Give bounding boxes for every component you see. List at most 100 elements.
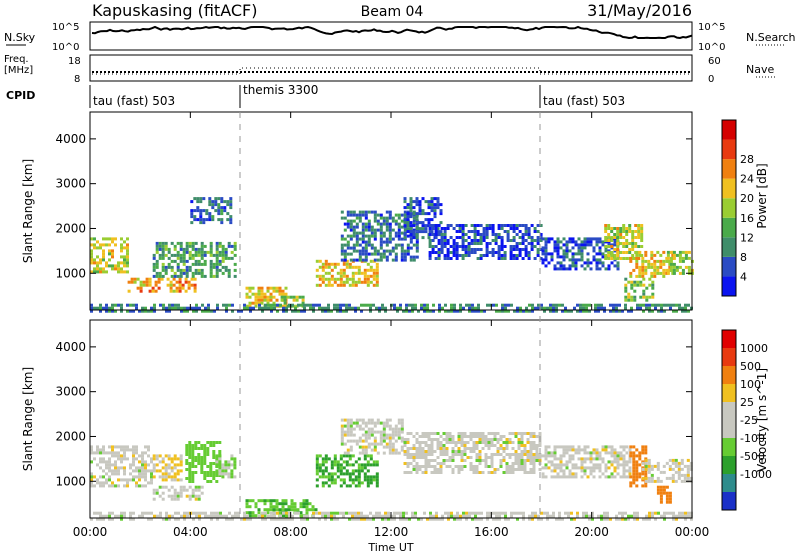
data-cell: [148, 277, 152, 281]
data-cell: [418, 435, 422, 438]
data-cell: [619, 230, 623, 233]
data-cell: [188, 444, 192, 447]
data-cell: [483, 309, 486, 313]
data-cell: [451, 450, 455, 453]
data-cell: [506, 239, 510, 242]
data-cell: [589, 472, 593, 476]
data-cell: [349, 427, 353, 431]
data-cell: [463, 432, 467, 435]
data-cell: [616, 245, 620, 248]
data-cell: [585, 309, 588, 313]
data-cell: [448, 441, 452, 444]
data-cell: [361, 240, 365, 244]
data-cell: [432, 303, 435, 307]
data-cell: [461, 230, 465, 233]
data-cell: [233, 268, 237, 272]
data-cell: [535, 435, 539, 438]
data-cell: [665, 259, 669, 263]
data-cell: [421, 230, 425, 234]
data-cell: [336, 306, 339, 310]
data-cell: [428, 233, 432, 236]
data-cell: [484, 438, 488, 441]
data-cell: [460, 468, 464, 471]
data-cell: [345, 463, 349, 467]
velocity-colorbar-tick: -25: [740, 414, 758, 427]
data-cell: [498, 309, 501, 313]
data-cell: [379, 213, 383, 217]
power-colorbar-label: Power [dB]: [755, 163, 769, 228]
data-cell: [492, 303, 495, 307]
data-cell: [388, 231, 392, 235]
data-cell: [165, 306, 168, 310]
data-cell: [622, 472, 626, 476]
data-cell: [687, 511, 690, 515]
data-cell: [367, 243, 371, 247]
data-cell: [459, 303, 462, 307]
data-cell: [90, 484, 93, 488]
data-cell: [215, 472, 219, 476]
data-cell: [629, 481, 633, 485]
data-cell: [153, 303, 156, 307]
data-cell: [150, 306, 153, 310]
data-cell: [150, 511, 153, 515]
data-cell: [133, 280, 137, 284]
data-cell: [152, 262, 156, 266]
data-cell: [439, 453, 443, 456]
data-cell: [464, 233, 468, 236]
data-cell: [433, 459, 437, 462]
data-cell: [500, 224, 504, 227]
data-cell: [105, 481, 108, 485]
data-cell: [168, 309, 171, 313]
data-cell: [354, 478, 358, 482]
data-cell: [536, 224, 540, 227]
data-cell: [509, 239, 513, 242]
data-cell: [150, 472, 153, 476]
data-cell: [415, 233, 419, 237]
data-cell: [622, 236, 626, 239]
data-cell: [99, 517, 102, 521]
data-cell: [151, 289, 155, 293]
data-cell: [598, 475, 602, 479]
data-cell: [414, 511, 417, 515]
data-cell: [586, 457, 590, 461]
data-cell: [629, 271, 633, 275]
data-cell: [418, 447, 422, 450]
data-cell: [461, 254, 465, 257]
data-cell: [315, 457, 319, 461]
data-cell: [629, 256, 633, 260]
data-cell: [177, 517, 180, 521]
data-cell: [496, 447, 500, 450]
data-cell: [607, 239, 611, 242]
data-cell: [197, 494, 201, 498]
data-cell: [209, 474, 213, 477]
data-cell: [527, 251, 531, 254]
data-cell: [612, 309, 615, 313]
data-cell: [465, 514, 468, 518]
colorbar-swatch: [722, 276, 736, 296]
data-cell: [544, 451, 548, 455]
data-cell: [622, 463, 626, 467]
data-cell: [461, 224, 465, 227]
data-cell: [357, 271, 361, 275]
data-cell: [559, 246, 563, 250]
data-cell: [684, 517, 687, 521]
data-cell: [279, 514, 282, 518]
data-cell: [185, 241, 189, 245]
data-cell: [680, 461, 684, 465]
cpid-label: CPID: [6, 89, 35, 102]
data-cell: [200, 468, 204, 471]
data-cell: [435, 514, 438, 518]
data-cell: [357, 475, 361, 479]
data-cell: [108, 451, 111, 455]
data-cell: [348, 306, 351, 310]
data-cell: [424, 227, 428, 231]
data-cell: [388, 418, 392, 422]
data-cell: [161, 475, 165, 479]
data-cell: [218, 241, 222, 245]
data-cell: [363, 280, 367, 284]
data-cell: [342, 280, 346, 284]
data-cell: [324, 283, 328, 287]
data-cell: [653, 268, 657, 272]
data-cell: [93, 261, 96, 265]
data-cell: [369, 478, 373, 482]
